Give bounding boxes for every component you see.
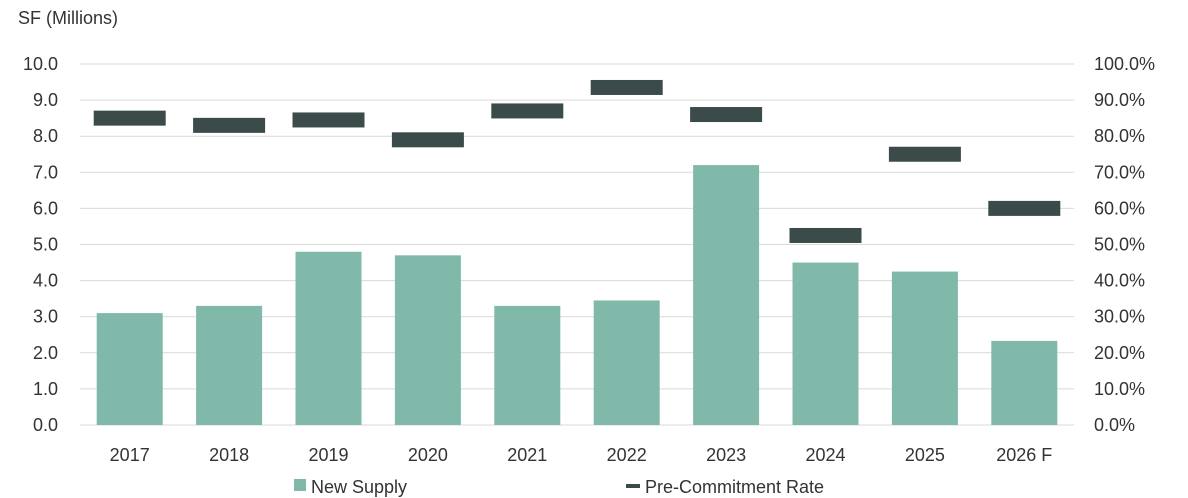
right-tick-label: 40.0% xyxy=(1094,271,1145,291)
left-tick-label: 1.0 xyxy=(33,379,58,399)
bar-new-supply xyxy=(792,262,859,425)
left-axis-ticks: 0.0 1.0 2.0 3.0 4.0 5.0 6.0 7.0 8.0 9.0 10.0 xyxy=(23,54,58,435)
x-tick-label: 2024 xyxy=(805,445,845,465)
x-axis-ticks: 2017 2018 2019 2020 2021 2022 2023 2024 2025 2026… xyxy=(110,445,1053,465)
legend: New Supply Pre-Commitment Rate xyxy=(294,477,824,497)
marker-pre-commitment-rate xyxy=(391,132,464,148)
left-tick-label: 6.0 xyxy=(33,198,58,218)
new-supply-bars xyxy=(96,165,1058,425)
bar-new-supply xyxy=(394,255,461,425)
marker-pre-commitment-rate xyxy=(590,79,663,95)
x-tick-label: 2025 xyxy=(905,445,945,465)
bar-new-supply xyxy=(891,271,958,425)
bar-new-supply xyxy=(96,313,163,425)
left-tick-label: 8.0 xyxy=(33,126,58,146)
left-tick-label: 10.0 xyxy=(23,54,58,74)
right-tick-label: 80.0% xyxy=(1094,126,1145,146)
left-tick-label: 5.0 xyxy=(33,235,58,255)
marker-pre-commitment-rate xyxy=(690,107,763,123)
bar-new-supply xyxy=(593,300,660,425)
right-tick-label: 90.0% xyxy=(1094,90,1145,110)
legend-swatch-new-supply xyxy=(294,479,306,491)
marker-pre-commitment-rate xyxy=(93,110,166,126)
right-axis-ticks: 0.0% 10.0% 20.0% 30.0% 40.0% 50.0% 60.0% 70.0% 8… xyxy=(1094,54,1155,435)
x-tick-label: 2020 xyxy=(408,445,448,465)
left-tick-label: 2.0 xyxy=(33,343,58,363)
left-tick-label: 3.0 xyxy=(33,307,58,327)
left-tick-label: 7.0 xyxy=(33,162,58,182)
bar-new-supply xyxy=(693,165,760,425)
pre-commitment-markers xyxy=(93,79,1061,243)
right-tick-label: 0.0% xyxy=(1094,415,1135,435)
right-tick-label: 50.0% xyxy=(1094,235,1145,255)
bar-new-supply xyxy=(295,251,362,425)
marker-pre-commitment-rate xyxy=(193,117,266,133)
right-tick-label: 30.0% xyxy=(1094,307,1145,327)
right-tick-label: 70.0% xyxy=(1094,162,1145,182)
marker-pre-commitment-rate xyxy=(491,103,564,119)
legend-swatch-pre-commitment-rate xyxy=(626,484,640,488)
x-tick-label: 2022 xyxy=(607,445,647,465)
x-tick-label: 2017 xyxy=(110,445,150,465)
left-tick-label: 9.0 xyxy=(33,90,58,110)
left-tick-label: 4.0 xyxy=(33,271,58,291)
x-tick-label: 2021 xyxy=(507,445,547,465)
x-tick-label: 2018 xyxy=(209,445,249,465)
right-tick-label: 100.0% xyxy=(1094,54,1155,74)
right-tick-label: 10.0% xyxy=(1094,379,1145,399)
x-tick-label: 2026 F xyxy=(996,445,1052,465)
bar-new-supply xyxy=(494,305,561,425)
x-tick-label: 2019 xyxy=(308,445,348,465)
left-tick-label: 0.0 xyxy=(33,415,58,435)
right-tick-label: 20.0% xyxy=(1094,343,1145,363)
legend-label-new-supply: New Supply xyxy=(311,477,407,497)
legend-label-pre-commitment-rate: Pre-Commitment Rate xyxy=(645,477,824,497)
bar-new-supply xyxy=(991,340,1058,425)
marker-pre-commitment-rate xyxy=(292,112,365,128)
bar-new-supply xyxy=(196,305,263,425)
x-tick-label: 2023 xyxy=(706,445,746,465)
right-tick-label: 60.0% xyxy=(1094,198,1145,218)
marker-pre-commitment-rate xyxy=(789,227,862,243)
y-axis-title-left: SF (Millions) xyxy=(18,8,118,28)
marker-pre-commitment-rate xyxy=(888,146,961,162)
marker-pre-commitment-rate xyxy=(988,200,1061,216)
